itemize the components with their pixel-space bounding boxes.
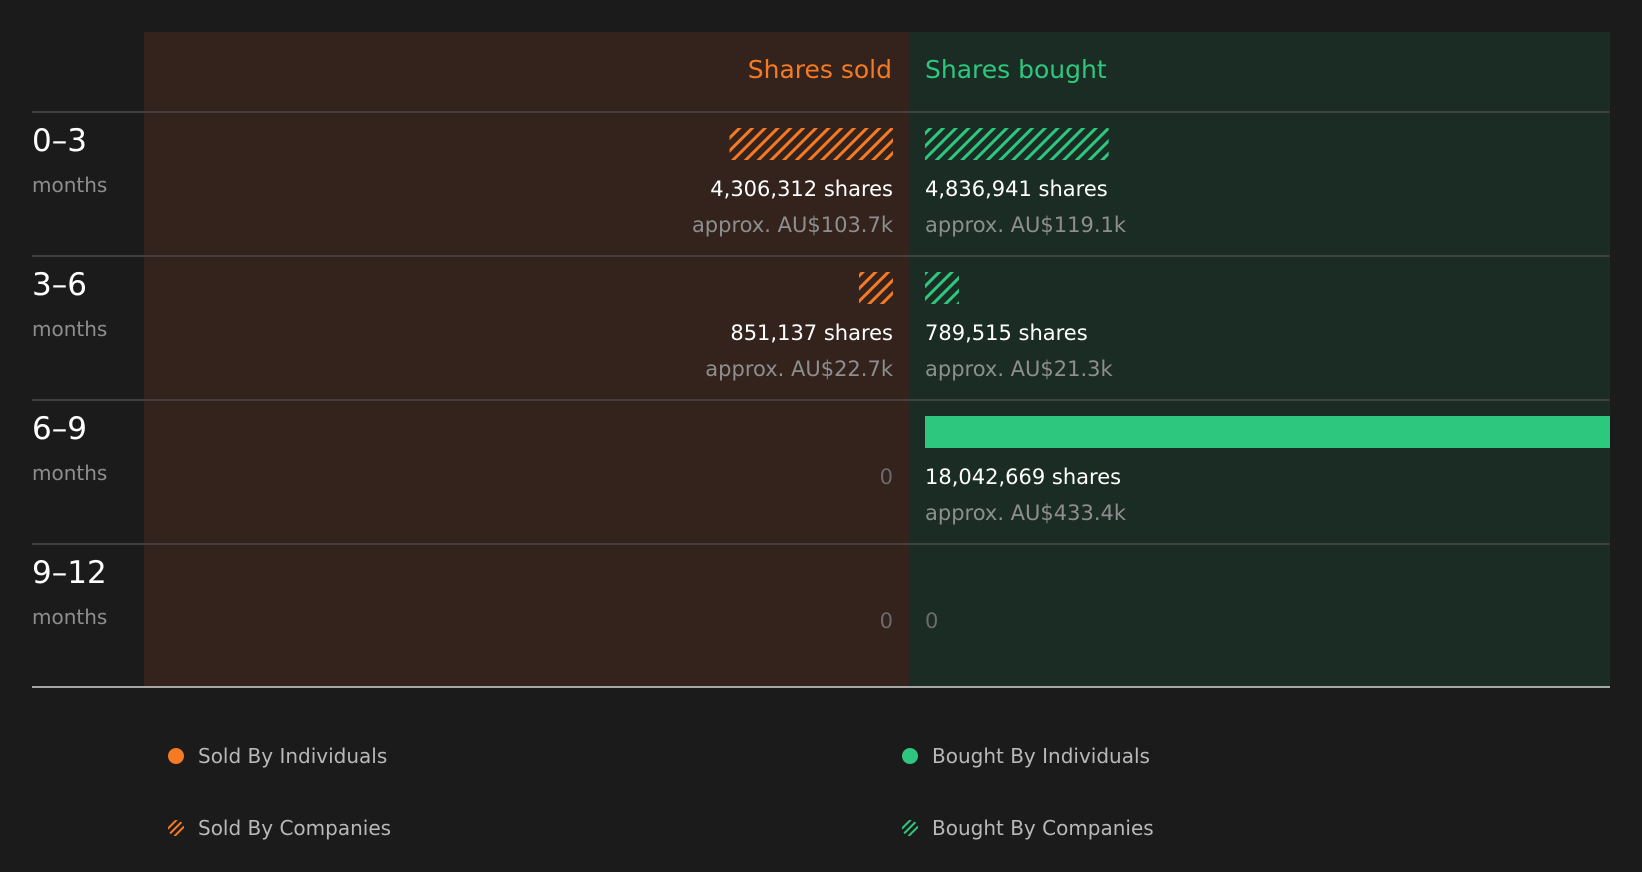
solid-dot-icon: [168, 748, 184, 764]
period-label: 0–3: [32, 123, 87, 159]
period-label: 3–6: [32, 267, 87, 303]
legend-label: Sold By Individuals: [198, 744, 388, 768]
bought-approx-label: approx. AU$433.4k: [925, 501, 1127, 525]
legend-item-bought-individuals: Bought By Individuals: [902, 744, 1150, 768]
legend-item-sold-individuals: Sold By Individuals: [168, 744, 387, 768]
period-unit-label: months: [32, 605, 107, 629]
legend-item-bought-companies: Bought By Companies: [902, 816, 1154, 840]
legend-item-sold-companies: Sold By Companies: [168, 816, 391, 840]
period-label: 6–9: [32, 411, 87, 447]
bought-shares-label: 789,515 shares: [925, 321, 1088, 345]
bought-bar: [925, 416, 1610, 448]
bought-shares-label: 4,836,941 shares: [925, 177, 1108, 201]
period-label: 9–12: [32, 555, 107, 591]
period-unit-label: months: [32, 173, 107, 197]
hatched-dot-icon: [168, 820, 184, 836]
insider-transactions-chart: Shares sold Shares bought 0–3 months 4,306…: [32, 32, 1610, 688]
sold-zero-label: 0: [880, 609, 893, 633]
bought-header: Shares bought: [925, 55, 1107, 84]
period-unit-label: months: [32, 317, 107, 341]
bought-bar: [925, 272, 959, 304]
sold-approx-label: approx. AU$22.7k: [705, 357, 894, 381]
hatched-dot-icon: [902, 820, 918, 836]
sold-bar: [859, 272, 893, 304]
period-unit-label: months: [32, 461, 107, 485]
bought-shares-label: 18,042,669 shares: [925, 465, 1121, 489]
sold-zero-label: 0: [880, 465, 893, 489]
legend-label: Sold By Companies: [198, 816, 392, 840]
legend-label: Bought By Companies: [932, 816, 1154, 840]
sold-header: Shares sold: [748, 55, 892, 84]
sold-bar: [729, 128, 893, 160]
chart-rows: 0–3 months 4,306,312 shares approx. AU$103.…: [32, 111, 1610, 633]
legend-label: Bought By Individuals: [932, 744, 1150, 768]
sold-approx-label: approx. AU$103.7k: [692, 213, 894, 237]
bought-bar: [925, 128, 1109, 160]
sold-shares-label: 4,306,312 shares: [710, 177, 893, 201]
solid-dot-icon: [902, 748, 918, 764]
bought-approx-label: approx. AU$21.3k: [925, 357, 1114, 381]
bought-zero-label: 0: [925, 609, 938, 633]
bought-approx-label: approx. AU$119.1k: [925, 213, 1127, 237]
sold-shares-label: 851,137 shares: [730, 321, 893, 345]
